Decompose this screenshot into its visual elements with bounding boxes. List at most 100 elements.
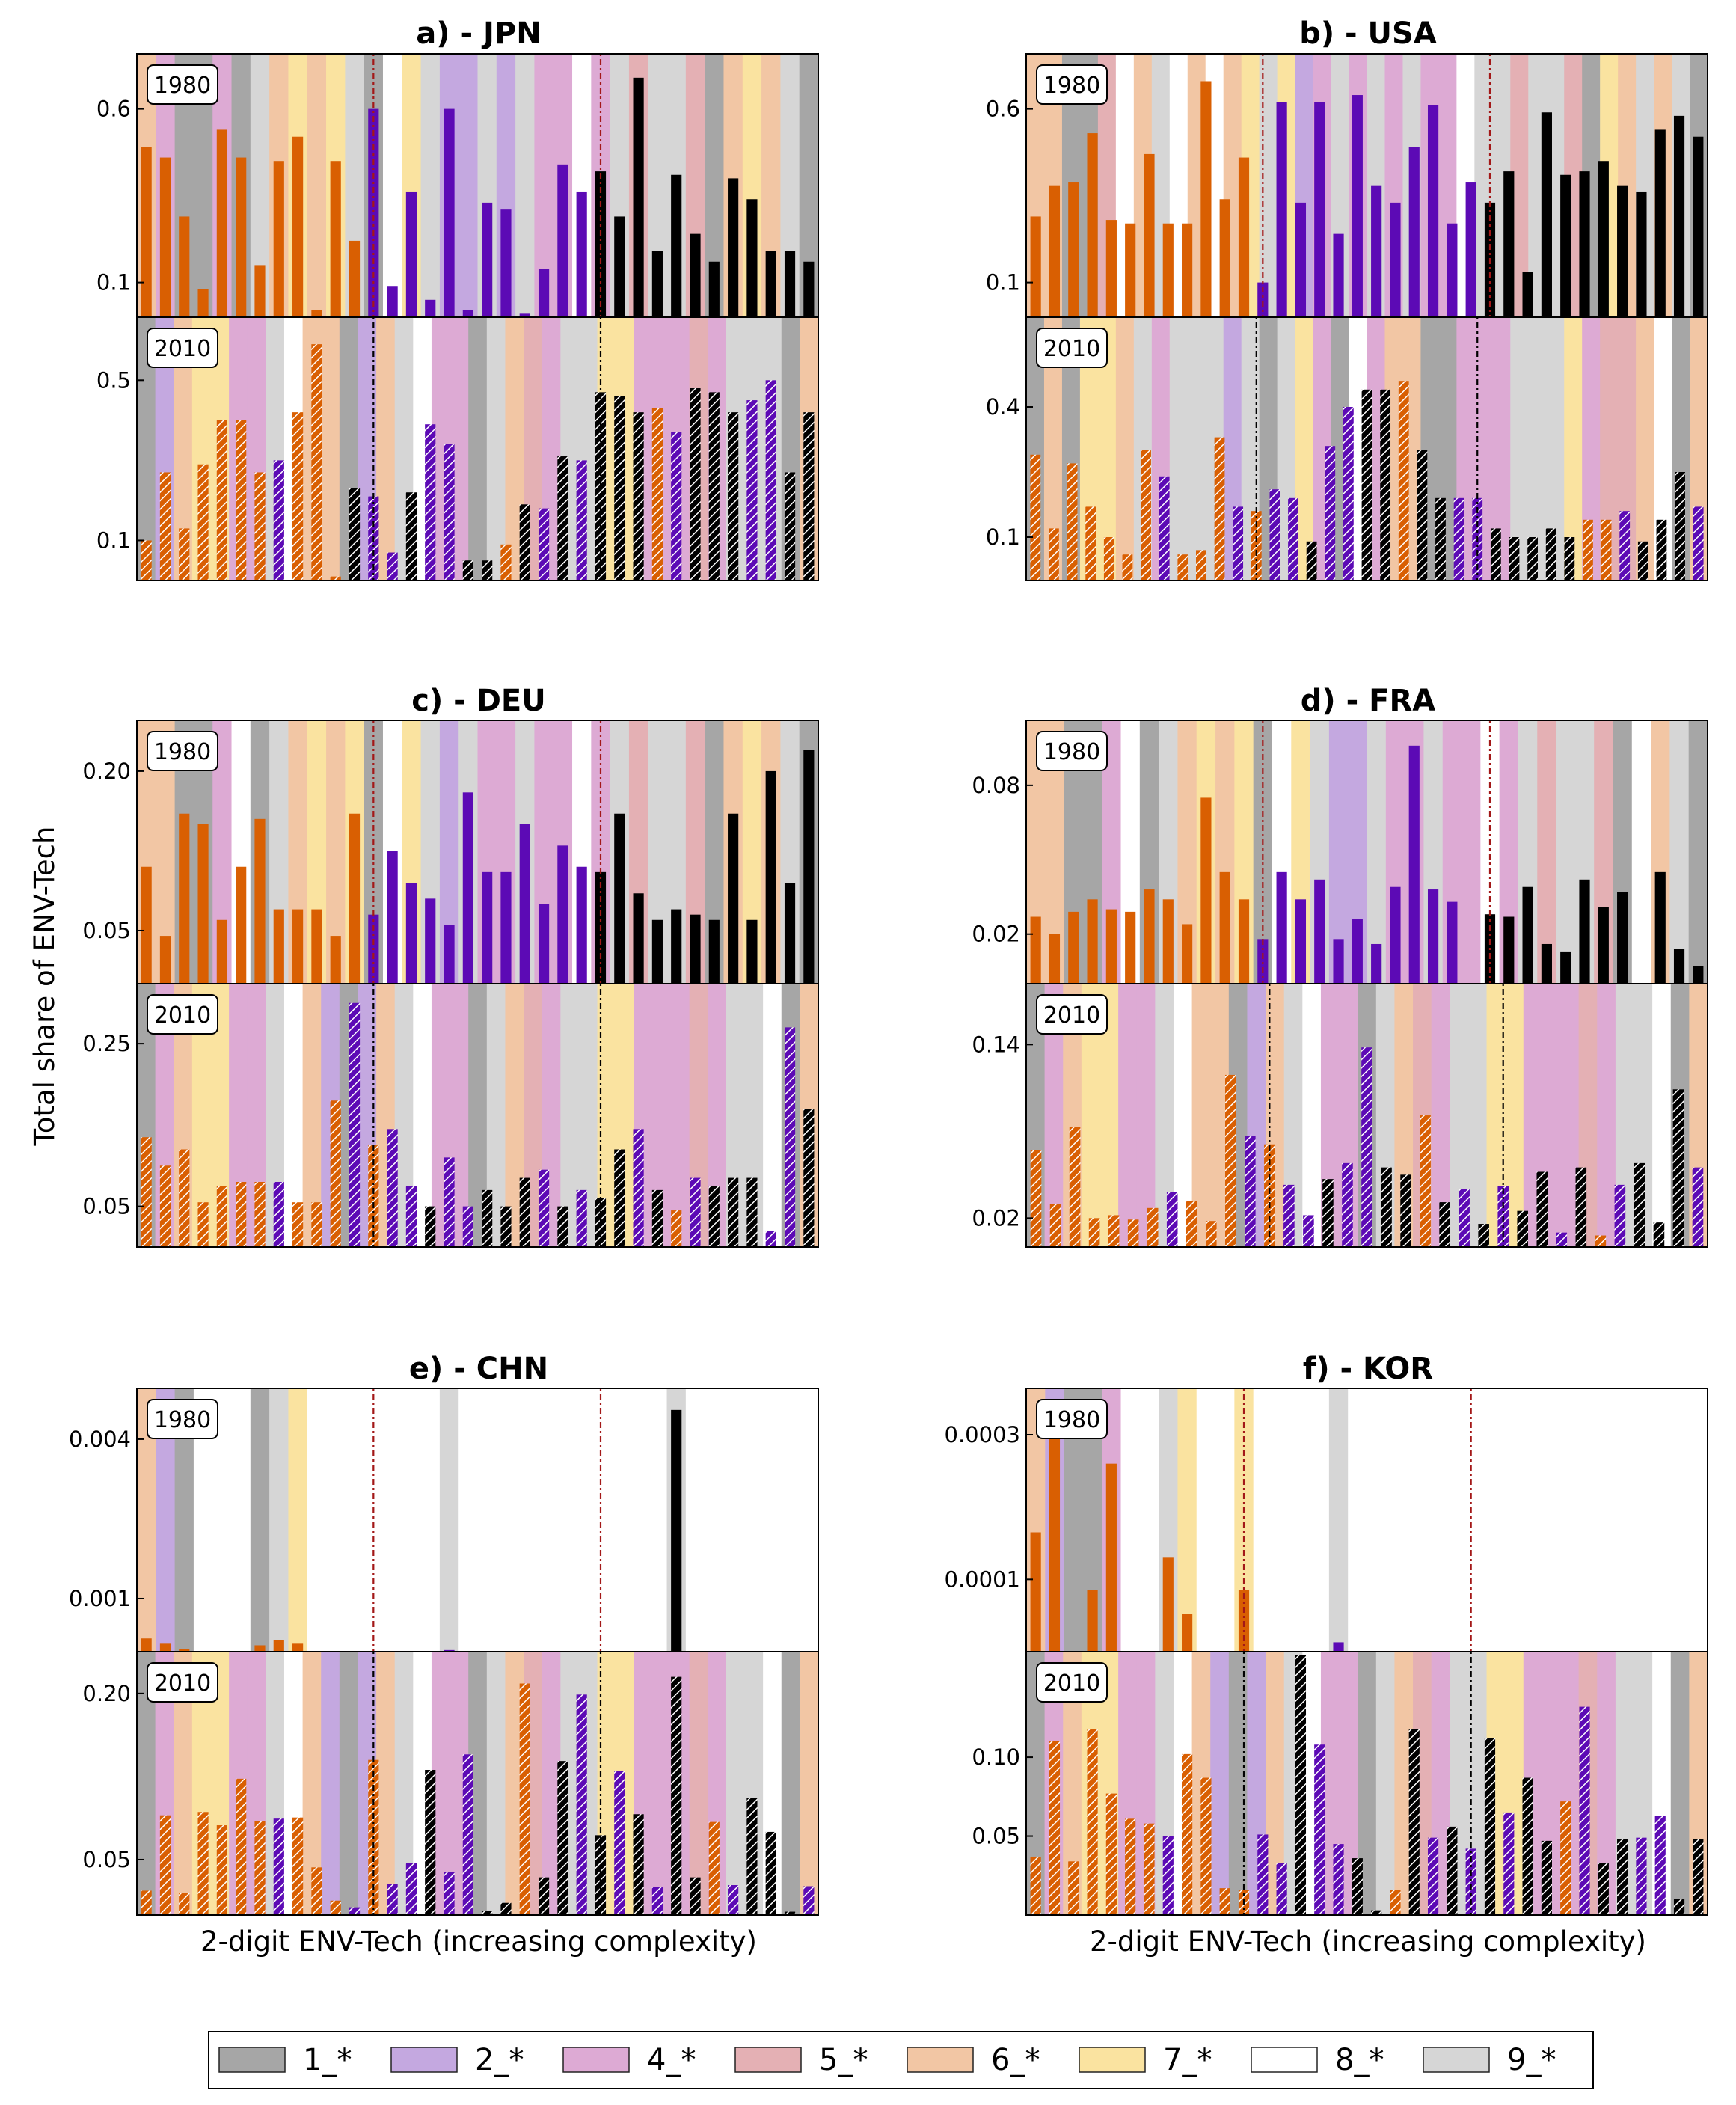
y-tick-label: 0.05: [82, 918, 131, 943]
bar: [462, 1754, 473, 1915]
bar: [462, 1206, 473, 1247]
bar: [197, 464, 209, 580]
year-label-box: [147, 1399, 218, 1439]
bar: [349, 1907, 361, 1915]
bar: [1219, 199, 1230, 317]
legend-label: 9_*: [1507, 2043, 1556, 2077]
bar: [368, 1145, 379, 1247]
bar: [614, 1771, 625, 1915]
axes-frame: [1025, 983, 1708, 1248]
bg-band-8: [307, 1388, 327, 1652]
bar: [614, 396, 625, 580]
bar: [273, 161, 284, 317]
bar: [1144, 153, 1155, 317]
legend-swatch-1: [218, 2047, 286, 2073]
bar: [254, 1821, 266, 1915]
bg-band-8: [326, 1388, 346, 1652]
bg-band-1: [1688, 720, 1708, 984]
bar: [690, 388, 701, 580]
bg-band-8: [1215, 1388, 1235, 1652]
bar: [728, 1885, 739, 1915]
legend-swatch-7: [1251, 2047, 1318, 2073]
bg-band-9: [726, 1652, 746, 1915]
bar: [482, 202, 493, 317]
bg-band-8: [1310, 1388, 1330, 1652]
bar: [1125, 223, 1136, 317]
bar: [1147, 1207, 1159, 1247]
bar: [1541, 1840, 1552, 1915]
bg-band-9: [515, 54, 536, 317]
bar: [330, 576, 341, 580]
axes-frame: [136, 983, 819, 1248]
bar: [1162, 899, 1174, 984]
bar: [1636, 191, 1647, 317]
bg-band-8: [1631, 720, 1651, 984]
bar: [387, 552, 398, 580]
bar: [1200, 797, 1212, 984]
legend: 1_* 2_* 4_* 5_* 6_* 7_* 8_* 9_*: [208, 2031, 1594, 2089]
bar: [708, 919, 720, 984]
bar: [1490, 528, 1501, 580]
bar: [1049, 185, 1061, 317]
plot-deu-1980: 0.05 0.20 1980: [82, 720, 819, 984]
bg-band-8: [515, 1388, 536, 1652]
bar: [1257, 939, 1269, 984]
bar: [1517, 1210, 1529, 1247]
bar: [1447, 1826, 1458, 1915]
bg-band-8: [799, 1388, 819, 1652]
bar: [1478, 1224, 1489, 1247]
y-tick-label: 0.05: [82, 1194, 131, 1219]
bar: [1617, 1839, 1628, 1915]
year-label-box: [147, 731, 218, 771]
bar: [1343, 407, 1354, 580]
bar: [1672, 1089, 1684, 1247]
bar: [1427, 889, 1439, 984]
bar: [1381, 1167, 1392, 1247]
bar: [1400, 1174, 1411, 1247]
bar: [1579, 879, 1590, 984]
plot-fra-1980: 0.02 0.08 1980: [972, 720, 1708, 984]
bar: [671, 909, 682, 984]
bar: [1049, 1438, 1061, 1652]
bar: [179, 1649, 190, 1652]
bar: [671, 1676, 682, 1915]
year-label-box: [1036, 1662, 1108, 1703]
year-label-jpn: 1980: [154, 73, 211, 99]
bg-band-8: [553, 1388, 573, 1652]
bar: [1088, 1218, 1100, 1247]
bg-band-9: [486, 317, 506, 580]
bar: [405, 883, 417, 984]
bar: [557, 845, 568, 984]
bar: [1182, 924, 1193, 984]
bar: [1200, 81, 1212, 317]
bar: [690, 1177, 701, 1247]
year-label-box: [1036, 1399, 1108, 1439]
bar: [349, 1002, 361, 1247]
bg-band-9: [1528, 317, 1547, 580]
bar: [1465, 182, 1476, 317]
bar: [197, 1202, 209, 1247]
bar: [1049, 1741, 1061, 1915]
bar: [1564, 537, 1575, 580]
bar: [1238, 157, 1250, 317]
bar: [690, 233, 701, 317]
bar: [1219, 1888, 1230, 1915]
bar: [311, 344, 322, 580]
bar: [1654, 129, 1666, 317]
bg-band-9: [486, 1652, 506, 1915]
bar: [1205, 1221, 1217, 1247]
bar: [159, 157, 171, 317]
bar: [254, 1182, 266, 1247]
bg-band-8: [723, 1388, 743, 1652]
bar: [538, 904, 550, 984]
bg-band-8: [1669, 1388, 1690, 1652]
bar: [236, 1778, 247, 1915]
bar: [292, 136, 304, 317]
bar: [482, 560, 493, 580]
bg-band-7: [1564, 317, 1583, 580]
bar: [500, 1206, 512, 1247]
bar: [1166, 1192, 1178, 1247]
bar: [1692, 1167, 1704, 1247]
bar: [1177, 554, 1188, 580]
bar: [311, 310, 322, 317]
